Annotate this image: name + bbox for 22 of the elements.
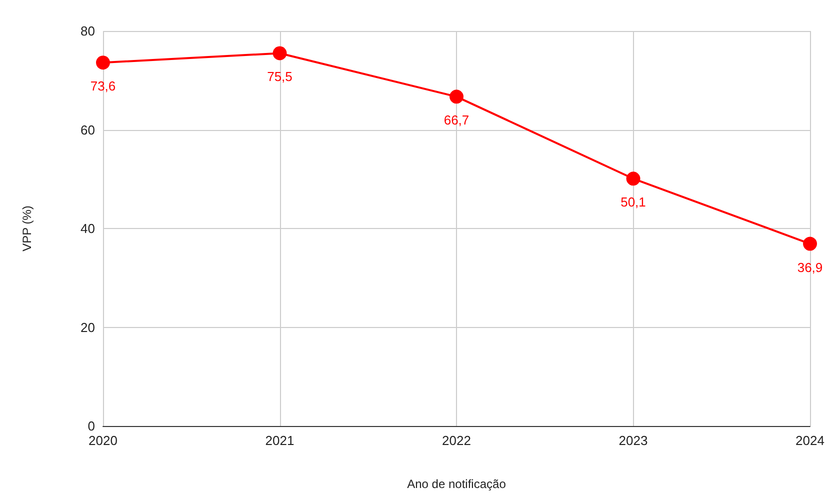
y-tick-label: 40 [80, 221, 95, 236]
point [272, 46, 287, 60]
data-label: 73,6 [90, 78, 116, 94]
x-tick-label: 2022 [442, 433, 471, 448]
x-tick-label: 2023 [618, 433, 648, 448]
x-tick-label: 2024 [796, 433, 824, 448]
x-tick-label: 2020 [88, 433, 118, 448]
y-axis-title: VPP (%) [20, 206, 34, 252]
point [626, 172, 640, 186]
data-label: 75,5 [267, 69, 292, 84]
data-label: 36,9 [797, 260, 823, 275]
y-tick-label: 80 [80, 24, 95, 38]
x-axis-title: Ano de notificação [407, 477, 506, 491]
point [450, 90, 464, 104]
point [803, 236, 817, 251]
data-label: 66,7 [444, 112, 470, 128]
data-label: 50,1 [620, 194, 646, 210]
y-tick-label: 0 [88, 418, 95, 434]
x-tick-label: 2021 [265, 433, 294, 448]
y-tick-label: 20 [80, 320, 95, 335]
y-tick-label: 60 [80, 122, 95, 138]
point [96, 56, 110, 70]
